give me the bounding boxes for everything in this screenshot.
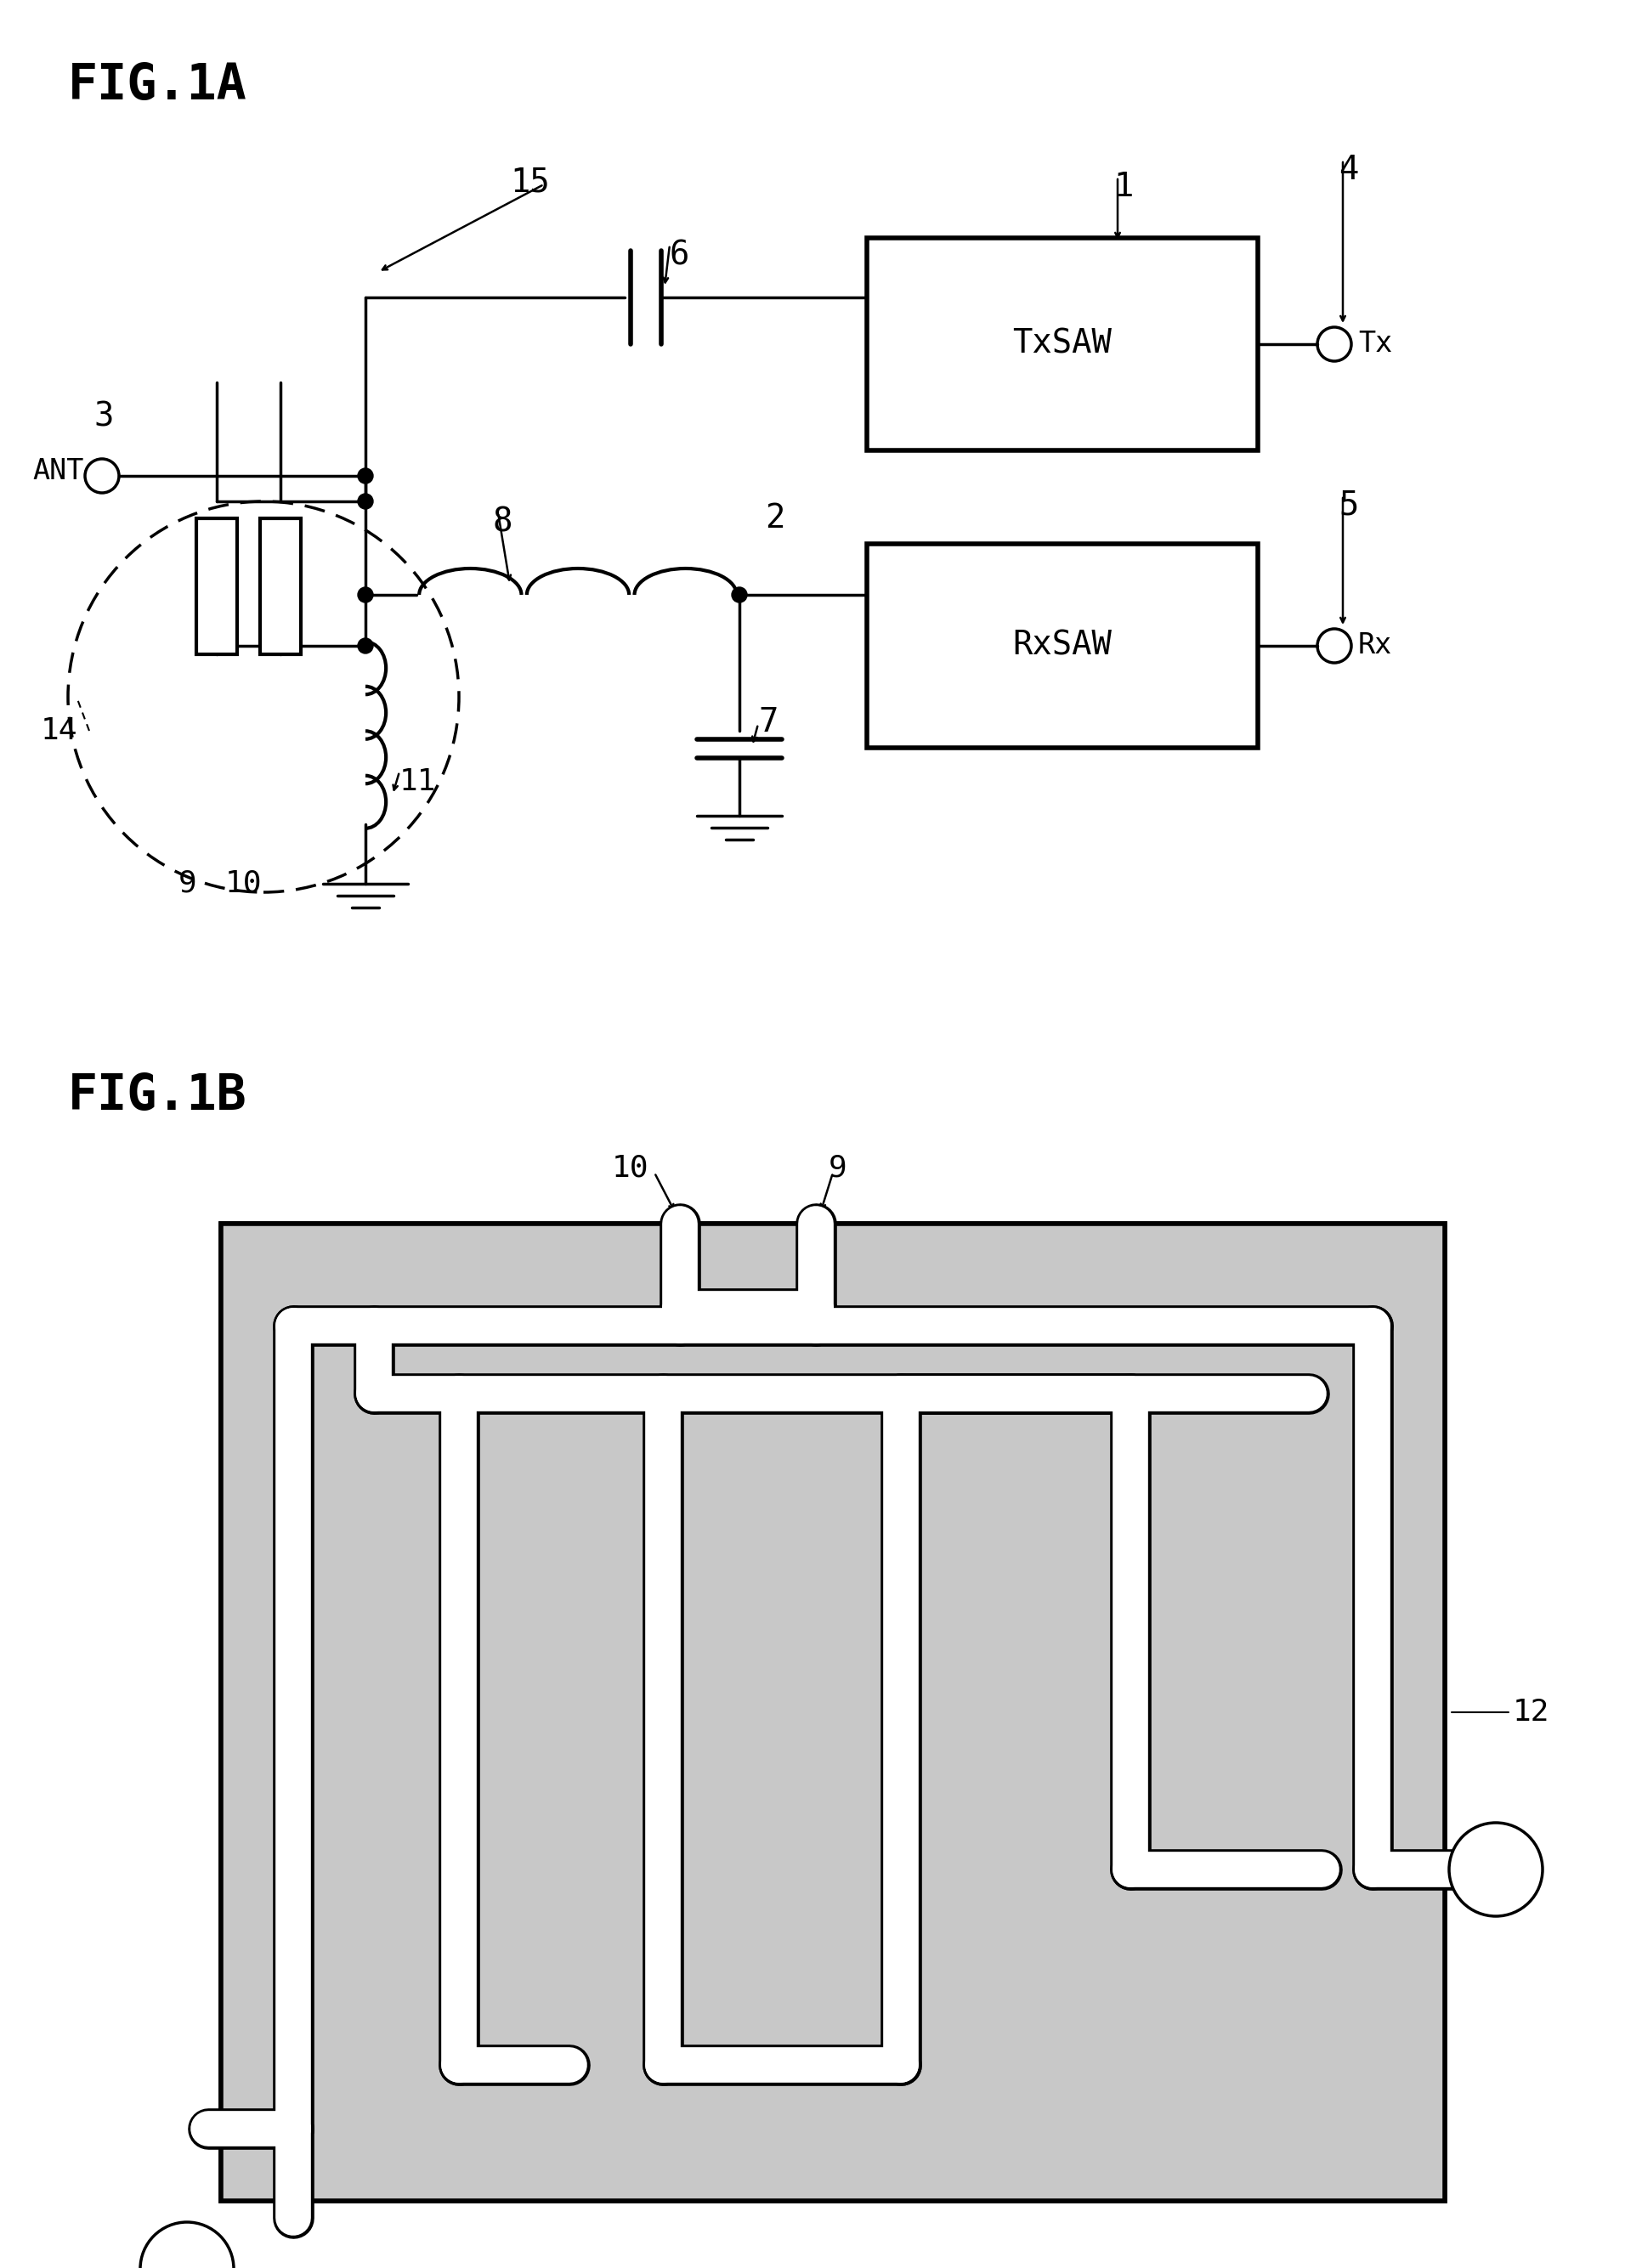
Text: 9: 9	[828, 1154, 847, 1184]
Bar	[222, 1225, 1443, 2200]
Circle shape	[358, 494, 373, 508]
Text: 12: 12	[1512, 1699, 1548, 1726]
Text: 2: 2	[765, 501, 785, 535]
Text: 7: 7	[757, 705, 778, 739]
Text: 10: 10	[611, 1154, 649, 1184]
Text: 3: 3	[94, 399, 113, 433]
Text: 1: 1	[1113, 170, 1133, 204]
Text: 14: 14	[41, 717, 77, 746]
Bar	[222, 1225, 1443, 2200]
Text: FIG.1B: FIG.1B	[67, 1073, 246, 1120]
Text: Tx: Tx	[1358, 331, 1392, 358]
Circle shape	[358, 637, 373, 653]
Text: 6: 6	[670, 238, 690, 272]
Bar	[197, 519, 236, 653]
Text: FIG.1A: FIG.1A	[67, 61, 246, 109]
Text: 11: 11	[399, 767, 437, 796]
Circle shape	[140, 2223, 233, 2268]
Circle shape	[358, 587, 373, 603]
Circle shape	[358, 467, 373, 483]
Text: 15: 15	[509, 166, 550, 200]
Text: 4: 4	[1338, 154, 1358, 186]
Circle shape	[731, 587, 747, 603]
Text: 5: 5	[1338, 490, 1358, 522]
Bar	[259, 519, 300, 653]
Text: 8: 8	[493, 506, 512, 540]
Text: 10: 10	[225, 869, 263, 898]
Text: ANT: ANT	[33, 458, 84, 485]
Bar	[867, 238, 1258, 451]
Text: 9: 9	[179, 869, 197, 898]
Text: RxSAW: RxSAW	[1011, 631, 1112, 662]
Text: TxSAW: TxSAW	[1011, 329, 1112, 361]
Text: Rx: Rx	[1358, 633, 1392, 660]
Circle shape	[1448, 1823, 1542, 1916]
Bar	[867, 544, 1258, 748]
